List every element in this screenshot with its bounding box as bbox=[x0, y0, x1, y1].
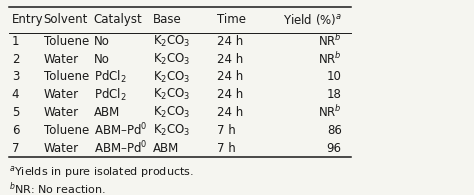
Text: 7 h: 7 h bbox=[217, 142, 235, 155]
Text: Water: Water bbox=[44, 142, 79, 155]
Text: 3: 3 bbox=[12, 70, 19, 83]
Text: 24 h: 24 h bbox=[217, 70, 243, 83]
Text: Solvent: Solvent bbox=[44, 13, 88, 26]
Text: No: No bbox=[94, 35, 109, 48]
Text: $^{b}$NR: No reaction.: $^{b}$NR: No reaction. bbox=[9, 181, 107, 195]
Text: No: No bbox=[94, 53, 109, 66]
Text: ABM–Pd$^{0}$: ABM–Pd$^{0}$ bbox=[94, 122, 147, 139]
Text: NR$^{b}$: NR$^{b}$ bbox=[318, 51, 342, 67]
Text: $^{a}$Yields in pure isolated products.: $^{a}$Yields in pure isolated products. bbox=[9, 164, 194, 180]
Text: K$_2$CO$_3$: K$_2$CO$_3$ bbox=[153, 34, 191, 49]
Text: 10: 10 bbox=[327, 70, 342, 83]
Text: K$_2$CO$_3$: K$_2$CO$_3$ bbox=[153, 52, 191, 67]
Text: ABM: ABM bbox=[153, 142, 179, 155]
Text: 24 h: 24 h bbox=[217, 106, 243, 119]
Text: NR$^{b}$: NR$^{b}$ bbox=[318, 105, 342, 121]
Text: 24 h: 24 h bbox=[217, 35, 243, 48]
Text: NR$^{b}$: NR$^{b}$ bbox=[318, 34, 342, 49]
Text: PdCl$_2$: PdCl$_2$ bbox=[94, 87, 126, 103]
Text: Water: Water bbox=[44, 106, 79, 119]
Text: 96: 96 bbox=[327, 142, 342, 155]
Text: Toluene: Toluene bbox=[44, 70, 89, 83]
Text: 6: 6 bbox=[12, 124, 19, 137]
Text: ABM: ABM bbox=[94, 106, 120, 119]
Text: Entry: Entry bbox=[12, 13, 44, 26]
Text: Water: Water bbox=[44, 88, 79, 101]
Text: PdCl$_2$: PdCl$_2$ bbox=[94, 69, 126, 85]
Text: K$_2$CO$_3$: K$_2$CO$_3$ bbox=[153, 69, 191, 84]
Text: 86: 86 bbox=[327, 124, 342, 137]
Text: 24 h: 24 h bbox=[217, 88, 243, 101]
Text: Yield (%)$^{a}$: Yield (%)$^{a}$ bbox=[283, 12, 342, 27]
Text: 5: 5 bbox=[12, 106, 19, 119]
Text: Time: Time bbox=[217, 13, 246, 26]
Text: Catalyst: Catalyst bbox=[94, 13, 142, 26]
Text: 1: 1 bbox=[12, 35, 19, 48]
Text: Toluene: Toluene bbox=[44, 124, 89, 137]
Text: ABM–Pd$^{0}$: ABM–Pd$^{0}$ bbox=[94, 140, 147, 156]
Text: Toluene: Toluene bbox=[44, 35, 89, 48]
Text: 7: 7 bbox=[12, 142, 19, 155]
Text: 18: 18 bbox=[327, 88, 342, 101]
Text: 7 h: 7 h bbox=[217, 124, 235, 137]
Text: 24 h: 24 h bbox=[217, 53, 243, 66]
Text: Water: Water bbox=[44, 53, 79, 66]
Text: K$_2$CO$_3$: K$_2$CO$_3$ bbox=[153, 123, 191, 138]
Text: K$_2$CO$_3$: K$_2$CO$_3$ bbox=[153, 87, 191, 102]
Text: K$_2$CO$_3$: K$_2$CO$_3$ bbox=[153, 105, 191, 120]
Text: Base: Base bbox=[153, 13, 182, 26]
Text: 2: 2 bbox=[12, 53, 19, 66]
Text: 4: 4 bbox=[12, 88, 19, 101]
